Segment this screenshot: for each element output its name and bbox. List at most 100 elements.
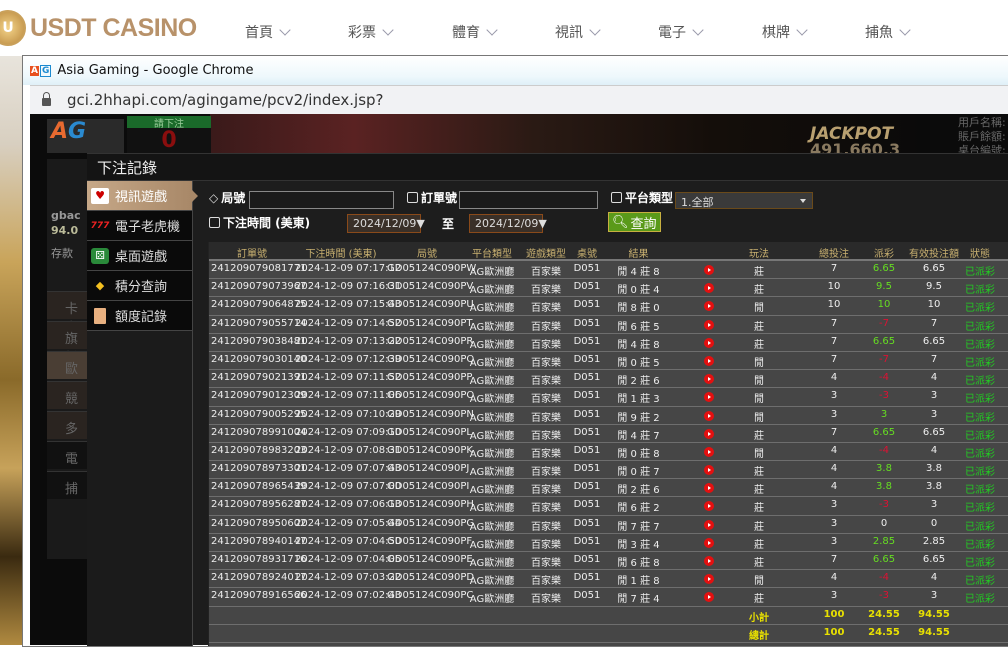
bet-record-table: 訂單號 下注時間 (美東) 局號 平台類型 遊戲類型 桌號 結果 玩法 總投注 派彩 有效投注額 狀態… <box>208 242 1008 646</box>
total-label: 小計 <box>749 612 769 624</box>
sidebar-item-points[interactable]: ◆ 積分查詢 <box>87 271 192 301</box>
sidebar-item-live-games[interactable]: ♥ 視訊遊戲 <box>87 181 198 211</box>
game-menu-item[interactable]: 卡卡 <box>47 291 87 336</box>
nav-item-cards[interactable]: 棋牌 <box>762 22 808 42</box>
status: 已派彩 <box>965 539 995 551</box>
clipboard-icon <box>407 192 418 203</box>
total-bet: 4 <box>830 463 838 475</box>
table-row: 241209078991004 2024-12-09 07:09:10 GD0512… <box>209 425 1008 443</box>
platform: AG歐洲廳 <box>469 503 515 515</box>
sidebar-item-table-games[interactable]: ⚄ 桌面遊戲 <box>87 241 192 271</box>
site-logo[interactable]: U USDT CASINO <box>0 10 197 46</box>
valid-bet: 6.65 <box>922 554 946 565</box>
video-replay-icon[interactable] <box>704 265 714 275</box>
bet-time: 2024-12-09 07:04:50 <box>295 535 402 547</box>
round-number: GD05124C090PN <box>387 408 474 420</box>
result: 閒 6 莊 2 <box>617 503 660 515</box>
valid-bet: 7 <box>930 317 938 329</box>
video-replay-icon[interactable] <box>704 392 714 403</box>
date-from-picker[interactable]: 2024/12/09▼ <box>347 214 425 233</box>
query-button[interactable]: 🔍︎ 查詢 <box>608 212 661 232</box>
address-bar[interactable]: gci.2hhapi.com/agingame/pcv2/index.jsp? <box>30 85 1008 115</box>
platform: AG歐洲廳 <box>469 448 515 460</box>
round-input[interactable] <box>249 191 394 209</box>
bet-type: 閒 <box>754 412 764 424</box>
round-number: GD05124C090PP <box>387 372 473 384</box>
bet-type: 莊 <box>754 430 764 442</box>
dice-icon: ⚄ <box>91 247 109 264</box>
platform: AG歐洲廳 <box>469 521 515 533</box>
video-replay-icon[interactable] <box>704 410 714 421</box>
video-replay-icon[interactable] <box>704 501 714 512</box>
bet-type: 莊 <box>754 339 764 351</box>
valid-bet-sum: 94.55 <box>918 608 950 620</box>
valid-bet: 3 <box>930 499 938 511</box>
site-header: U USDT CASINO 首頁 彩票 體育 視訊 電子 棋牌 捕魚 <box>0 0 1008 56</box>
status: 已派彩 <box>965 430 995 442</box>
game-menu-item[interactable]: 旗艦 <box>47 321 87 366</box>
platform-select[interactable]: 1.全部 <box>675 192 813 209</box>
result: 閒 1 莊 8 <box>617 576 660 588</box>
game-type: 百家樂 <box>531 357 561 369</box>
order-number: 241209078950602 <box>211 517 307 529</box>
video-replay-icon[interactable] <box>704 446 714 457</box>
game-menu-item[interactable]: 歐洲 <box>47 351 87 396</box>
nav-item-slots[interactable]: 電子 <box>658 22 704 42</box>
filter-bar: ◇ 局號 訂單號 平台類型 1.全部 下注時間 (美東) 2024/12/09▼ … <box>193 181 1008 241</box>
nav-item-sports[interactable]: 體育 <box>452 22 498 42</box>
video-replay-icon[interactable] <box>704 574 714 585</box>
video-replay-icon[interactable] <box>704 519 714 530</box>
video-replay-icon[interactable] <box>704 283 714 294</box>
balance: 94.0 <box>51 224 79 237</box>
bet-type: 莊 <box>754 503 764 515</box>
table-row: 241209078973301 2024-12-09 07:07:43 GD0512… <box>209 461 1008 480</box>
date-to-picker[interactable]: 2024/12/09▼ <box>469 214 547 233</box>
bet-type: 莊 <box>754 467 764 479</box>
valid-bet: 4 <box>930 572 938 584</box>
video-replay-icon[interactable] <box>704 301 714 312</box>
sidebar-item-credit-log[interactable]: 額度記錄 <box>87 301 192 331</box>
column-header: 局號 <box>417 249 437 260</box>
video-replay-icon[interactable] <box>704 537 714 548</box>
total-bet: 10 <box>827 299 841 311</box>
video-replay-icon[interactable] <box>704 483 714 494</box>
video-replay-icon[interactable] <box>704 355 714 366</box>
video-replay-icon[interactable] <box>704 592 714 603</box>
order-input[interactable] <box>459 191 598 209</box>
payout: -3 <box>879 590 889 602</box>
result: 閒 0 莊 5 <box>617 357 660 369</box>
payout: -3 <box>879 390 889 402</box>
game-menu-item[interactable]: 電子 <box>47 441 87 486</box>
order-number: 241209078973301 <box>211 463 307 475</box>
chevron-down-icon <box>796 24 808 36</box>
table-number: D051 <box>573 517 601 529</box>
video-replay-icon[interactable] <box>704 556 714 566</box>
bet-type: 閒 <box>754 376 764 388</box>
window-title: Asia Gaming - Google Chrome <box>57 63 254 78</box>
video-replay-icon[interactable] <box>704 428 714 439</box>
table-number: D051 <box>573 335 601 347</box>
nav-item-fishing[interactable]: 捕魚 <box>865 22 911 42</box>
table-row: 241209078965439 2024-12-09 07:07:00 GD0512… <box>209 479 1008 498</box>
video-replay-icon[interactable] <box>704 465 714 476</box>
total-bet: 3 <box>830 535 838 547</box>
chevron-down-icon <box>899 24 911 36</box>
game-menu-item[interactable]: 競 <box>47 381 87 409</box>
nav-item-live[interactable]: 視訊 <box>555 22 601 42</box>
table-number: D051 <box>573 444 601 456</box>
game-menu-item[interactable]: 捕 <box>47 471 87 499</box>
valid-bet: 2.85 <box>922 535 946 547</box>
valid-bet-sum: 94.55 <box>918 626 950 638</box>
sidebar-item-slots[interactable]: 777 電子老虎機 <box>87 211 192 241</box>
video-replay-icon[interactable] <box>704 337 714 348</box>
chevron-down-icon <box>486 24 498 36</box>
nav-item-home[interactable]: 首頁 <box>245 22 291 42</box>
table-row: 241209079005295 2024-12-09 07:10:29 GD0512… <box>209 407 1008 425</box>
deposit-link[interactable]: 存款 <box>51 247 73 260</box>
game-menu-item[interactable]: 多 <box>47 411 87 439</box>
nav-item-lottery[interactable]: 彩票 <box>348 22 394 42</box>
video-replay-icon[interactable] <box>704 319 714 330</box>
video-replay-icon[interactable] <box>704 374 714 385</box>
total-bet: 3 <box>830 590 838 602</box>
